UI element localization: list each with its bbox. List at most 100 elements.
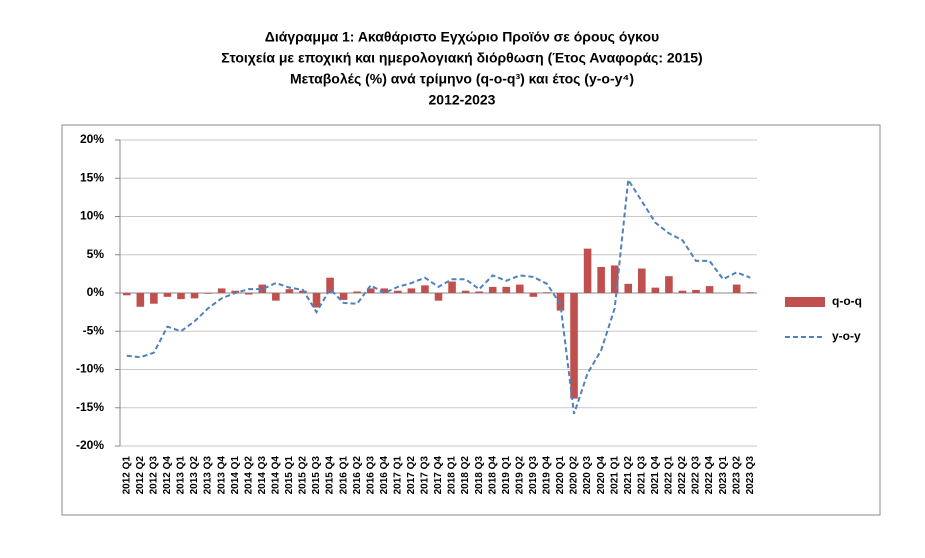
bar xyxy=(353,291,361,293)
x-tick-label: 2022 Q4 xyxy=(704,456,715,495)
bar xyxy=(665,276,673,293)
bar xyxy=(136,293,145,307)
x-tick-label: 2015 Q2 xyxy=(298,456,309,495)
x-tick-label: 2013 Q2 xyxy=(189,456,200,495)
bar xyxy=(190,293,199,299)
x-tick-label: 2016 Q4 xyxy=(379,456,390,495)
x-tick-label: 2019 Q3 xyxy=(528,456,539,495)
bar xyxy=(272,293,280,301)
x-tick-label: 2021 Q2 xyxy=(623,456,634,495)
line-series xyxy=(126,176,751,415)
x-tick-label: 2014 Q4 xyxy=(271,456,282,495)
x-tick-label: 2022 Q2 xyxy=(677,456,688,495)
bar xyxy=(380,288,389,293)
x-tick-label: 2021 Q3 xyxy=(636,456,647,495)
x-tick-label: 2016 Q3 xyxy=(365,456,376,495)
bar xyxy=(516,284,524,293)
bar xyxy=(678,290,687,293)
x-tick-label: 2017 Q1 xyxy=(392,456,403,495)
x-tick-label: 2019 Q2 xyxy=(514,456,525,495)
x-tick-label: 2015 Q1 xyxy=(284,456,295,495)
x-tick-label: 2017 Q4 xyxy=(433,456,444,495)
x-tick-label: 2014 Q2 xyxy=(243,456,254,495)
legend-label: y-o-y xyxy=(832,329,861,343)
x-tick-label: 2013 Q1 xyxy=(176,456,187,495)
x-tick-label: 2023 Q2 xyxy=(731,456,742,495)
chart-frame xyxy=(61,124,881,516)
x-tick-label: 2012 Q3 xyxy=(149,456,160,495)
bar xyxy=(488,286,497,293)
bar xyxy=(177,293,185,300)
x-tick-label: 2022 Q3 xyxy=(691,456,702,495)
bar xyxy=(543,292,551,293)
x-tick-label: 2017 Q3 xyxy=(420,456,431,495)
x-tick-label: 2015 Q3 xyxy=(311,456,322,495)
bar xyxy=(394,290,402,293)
x-tick-label: 2020 Q2 xyxy=(569,456,580,495)
y-tick-label: 0% xyxy=(87,285,105,299)
bar xyxy=(705,286,714,293)
bar xyxy=(421,285,429,293)
x-tick-label: 2016 Q2 xyxy=(352,456,363,495)
y-tick-label: 5% xyxy=(87,247,105,261)
bar xyxy=(244,293,253,295)
legend-label: q-o-q xyxy=(832,294,862,308)
bar xyxy=(231,290,239,293)
bar xyxy=(448,281,456,293)
y-tick-label: 20% xyxy=(80,132,104,146)
bar xyxy=(258,284,267,293)
bar xyxy=(638,268,646,293)
x-tick-label: 2013 Q4 xyxy=(216,456,227,495)
bar xyxy=(312,293,321,308)
bar xyxy=(150,293,158,304)
x-tick-label: 2016 Q1 xyxy=(338,456,349,495)
x-tick-label: 2018 Q3 xyxy=(474,456,485,495)
bar xyxy=(407,288,416,293)
x-tick-label: 2020 Q3 xyxy=(582,456,593,495)
bar xyxy=(434,293,443,301)
bar xyxy=(746,292,755,293)
x-tick-label: 2018 Q2 xyxy=(460,456,471,495)
bar xyxy=(461,290,470,293)
y-tick-label: 15% xyxy=(80,170,104,184)
bar xyxy=(583,248,592,293)
x-tick-label: 2018 Q4 xyxy=(487,456,498,495)
bar xyxy=(204,293,212,294)
x-tick-label: 2012 Q2 xyxy=(135,456,146,495)
y-tick-label: -20% xyxy=(76,438,104,452)
x-tick-label: 2019 Q1 xyxy=(501,456,512,495)
x-tick-label: 2013 Q3 xyxy=(203,456,214,495)
x-tick-label: 2015 Q4 xyxy=(325,456,336,495)
bar xyxy=(326,277,334,293)
bar xyxy=(122,293,131,296)
bar xyxy=(597,266,605,293)
x-tick-label: 2018 Q1 xyxy=(447,456,458,495)
bar xyxy=(217,288,226,293)
y-tick-label: -15% xyxy=(76,400,104,414)
chart-title: Στοιχεία με εποχική και ημερολογιακή διό… xyxy=(221,50,702,66)
x-tick-label: 2014 Q3 xyxy=(257,456,268,495)
x-tick-label: 2023 Q1 xyxy=(718,456,729,495)
bar xyxy=(556,293,565,311)
x-tick-label: 2014 Q1 xyxy=(230,456,241,495)
x-tick-label: 2020 Q4 xyxy=(596,456,607,495)
x-tick-label: 2012 Q4 xyxy=(162,456,173,495)
y-tick-label: -10% xyxy=(76,362,104,376)
y-tick-label: -5% xyxy=(83,323,105,337)
bar xyxy=(529,293,538,297)
bar xyxy=(339,293,348,300)
x-tick-label: 2020 Q1 xyxy=(555,456,566,495)
x-tick-label: 2021 Q4 xyxy=(650,456,661,495)
bar xyxy=(610,265,619,293)
bar xyxy=(475,291,483,293)
chart-title: Διάγραμμα 1: Ακαθάριστο Εγχώριο Προϊόν σ… xyxy=(265,29,659,45)
chart-title: 2012-2023 xyxy=(429,92,496,108)
bar xyxy=(651,287,660,293)
bar xyxy=(366,288,375,293)
x-tick-label: 2023 Q3 xyxy=(745,456,756,495)
x-tick-label: 2012 Q1 xyxy=(121,456,132,495)
x-tick-label: 2017 Q2 xyxy=(406,456,417,495)
bar xyxy=(692,289,700,293)
